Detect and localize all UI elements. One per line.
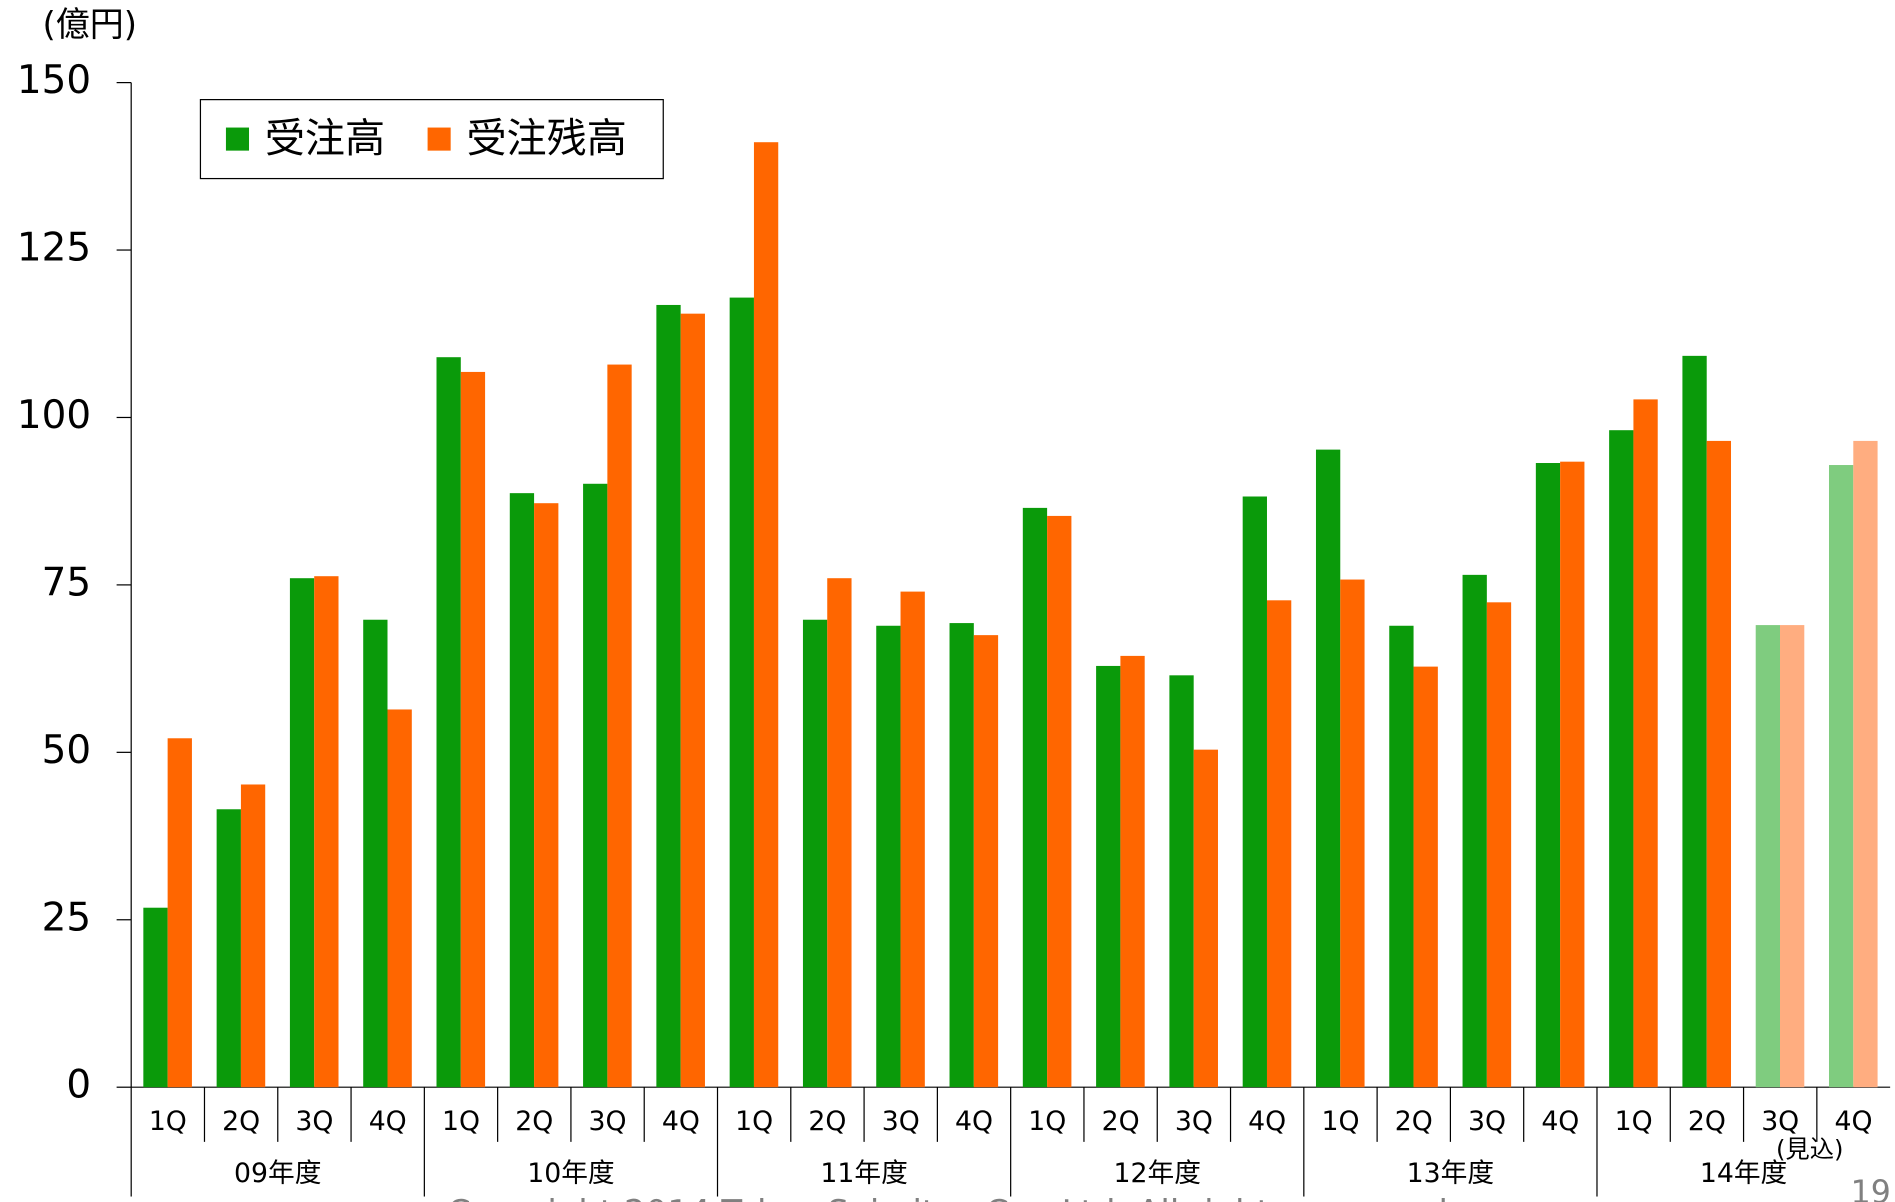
bar: [973, 635, 999, 1088]
group-label: 12年度: [1114, 1158, 1201, 1189]
bar: [583, 483, 608, 1088]
x-tick-label: 1Q: [1615, 1106, 1653, 1137]
bar: [1340, 579, 1365, 1088]
x-tick-label: 2Q: [808, 1106, 846, 1137]
bar: [900, 591, 925, 1088]
x-tick-label: 1Q: [1028, 1106, 1066, 1137]
legend-swatch: [427, 127, 451, 151]
y-tick-label: 50: [42, 728, 91, 773]
bar: [1853, 440, 1878, 1088]
bar: [1706, 440, 1732, 1088]
group-label: 10年度: [527, 1158, 614, 1189]
x-tick-label: 2Q: [222, 1106, 260, 1137]
bar: [1682, 355, 1707, 1088]
bar: [1242, 496, 1267, 1088]
group-label: 13年度: [1407, 1158, 1494, 1189]
legend-label: 受注残高: [466, 116, 626, 162]
bar: [1828, 465, 1854, 1088]
x-tick-label: 4Q: [1541, 1106, 1579, 1137]
y-tick-label: 125: [17, 226, 91, 271]
x-tick-label: 4Q: [1248, 1106, 1286, 1137]
x-tick-label: 3Q: [1175, 1106, 1213, 1137]
bar: [680, 313, 705, 1088]
page-number: 19: [1851, 1175, 1891, 1202]
legend-label: 受注高: [265, 116, 385, 162]
bar: [753, 142, 779, 1088]
bar: [509, 493, 535, 1088]
bar: [534, 503, 559, 1088]
bar: [1755, 625, 1781, 1088]
y-axis-label: (億円): [43, 5, 138, 45]
group-label: 14年度: [1700, 1158, 1787, 1189]
group-label: 11年度: [820, 1158, 907, 1189]
bar: [436, 357, 461, 1088]
footer: Copyright 2014 Tokyo Seimitsu Co., Ltd. …: [447, 1193, 1448, 1202]
bar: [802, 619, 828, 1088]
bar: [314, 576, 339, 1088]
bar: [1560, 461, 1585, 1088]
bar: [387, 709, 412, 1088]
x-tick-label: 1Q: [442, 1106, 480, 1137]
bar: [1462, 574, 1487, 1088]
bar: [1169, 675, 1194, 1088]
bar: [1266, 600, 1292, 1088]
x-tick-label: 1Q: [149, 1106, 187, 1137]
bar: [1022, 507, 1048, 1088]
bar: [460, 371, 486, 1088]
bar: [1096, 665, 1121, 1088]
bar: [1413, 666, 1438, 1088]
bar: [949, 623, 974, 1088]
bar: [167, 738, 192, 1088]
bar: [240, 784, 266, 1088]
bar: [289, 578, 315, 1088]
bar: [1780, 625, 1805, 1088]
bar: [1609, 430, 1634, 1088]
bar: [656, 304, 681, 1088]
x-tick-label: 4Q: [1834, 1106, 1872, 1137]
bar: [1633, 399, 1658, 1088]
x-tick-label: 4Q: [662, 1106, 700, 1137]
x-tick-label: 1Q: [1321, 1106, 1359, 1137]
group-label: 09年度: [234, 1158, 321, 1189]
bar: [1486, 602, 1512, 1088]
bar: [1315, 449, 1341, 1088]
x-tick-label: 2Q: [1395, 1106, 1433, 1137]
x-tick-label: 2Q: [1102, 1106, 1140, 1137]
bar: [1193, 749, 1218, 1088]
bar: [1120, 655, 1145, 1088]
y-tick-label: 150: [17, 58, 91, 103]
bar: [143, 907, 168, 1088]
y-tick-label: 100: [17, 393, 91, 438]
bar: [607, 364, 632, 1088]
x-tick-label: 2Q: [1688, 1106, 1726, 1137]
annotation: (見込): [1776, 1134, 1844, 1163]
bar: [1047, 515, 1072, 1088]
y-tick-label: 75: [42, 560, 91, 605]
bar: [1535, 463, 1561, 1088]
x-tick-label: 4Q: [369, 1106, 407, 1137]
x-tick-label: 3Q: [295, 1106, 333, 1137]
bar: [876, 625, 901, 1088]
bar: [729, 297, 754, 1088]
x-tick-label: 3Q: [1761, 1106, 1799, 1137]
x-tick-label: 3Q: [1468, 1106, 1506, 1137]
bar: [363, 619, 388, 1088]
x-tick-label: 3Q: [882, 1106, 920, 1137]
y-tick-label: 0: [66, 1063, 91, 1108]
bar: [827, 578, 852, 1088]
bar: [216, 809, 241, 1088]
x-tick-label: 4Q: [955, 1106, 993, 1137]
x-tick-label: 1Q: [735, 1106, 773, 1137]
x-tick-label: 2Q: [515, 1106, 553, 1137]
x-tick-label: 3Q: [589, 1106, 627, 1137]
y-tick-label: 25: [42, 895, 91, 940]
bar: [1389, 625, 1414, 1088]
legend-swatch: [225, 127, 250, 151]
